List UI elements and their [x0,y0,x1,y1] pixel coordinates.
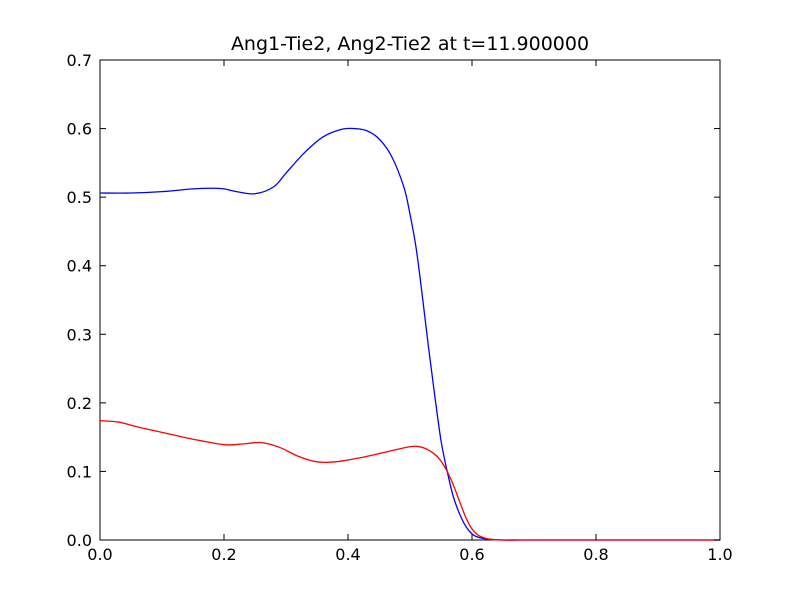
series-line-2 [99,420,720,541]
y-tick-label: 0.6 [67,120,92,139]
x-tick-label: 0.0 [87,545,112,564]
x-tick-label: 0.2 [211,545,236,564]
series-line-1 [99,127,720,541]
plot-area: 0.0 0.2 0.4 0.6 0.8 1.0 0.0 0.1 0.2 0.3 0.4 0.5 0.6… [67,51,733,564]
y-tick-label: 0.5 [67,188,92,207]
y-tick-label: 0.0 [67,531,92,550]
y-tick-label: 0.4 [67,257,92,276]
x-tick-label: 1.0 [707,545,732,564]
x-tick-label: 0.8 [583,545,608,564]
x-tick-label: 0.6 [459,545,484,564]
y-tick-label: 0.1 [67,462,92,481]
y-tick-label: 0.2 [67,394,92,413]
axes-frame [99,59,721,541]
chart-title: Ang1-Tie2, Ang2-Tie2 at t=11.900000 [231,33,589,55]
y-axis-ticks: 0.0 0.1 0.2 0.3 0.4 0.5 0.6 0.7 [67,51,720,550]
y-tick-label: 0.7 [67,51,92,70]
x-axis-ticks: 0.0 0.2 0.4 0.6 0.8 1.0 [87,60,733,564]
x-tick-label: 0.4 [335,545,360,564]
y-tick-label: 0.3 [67,325,92,344]
series-layer [99,127,720,541]
